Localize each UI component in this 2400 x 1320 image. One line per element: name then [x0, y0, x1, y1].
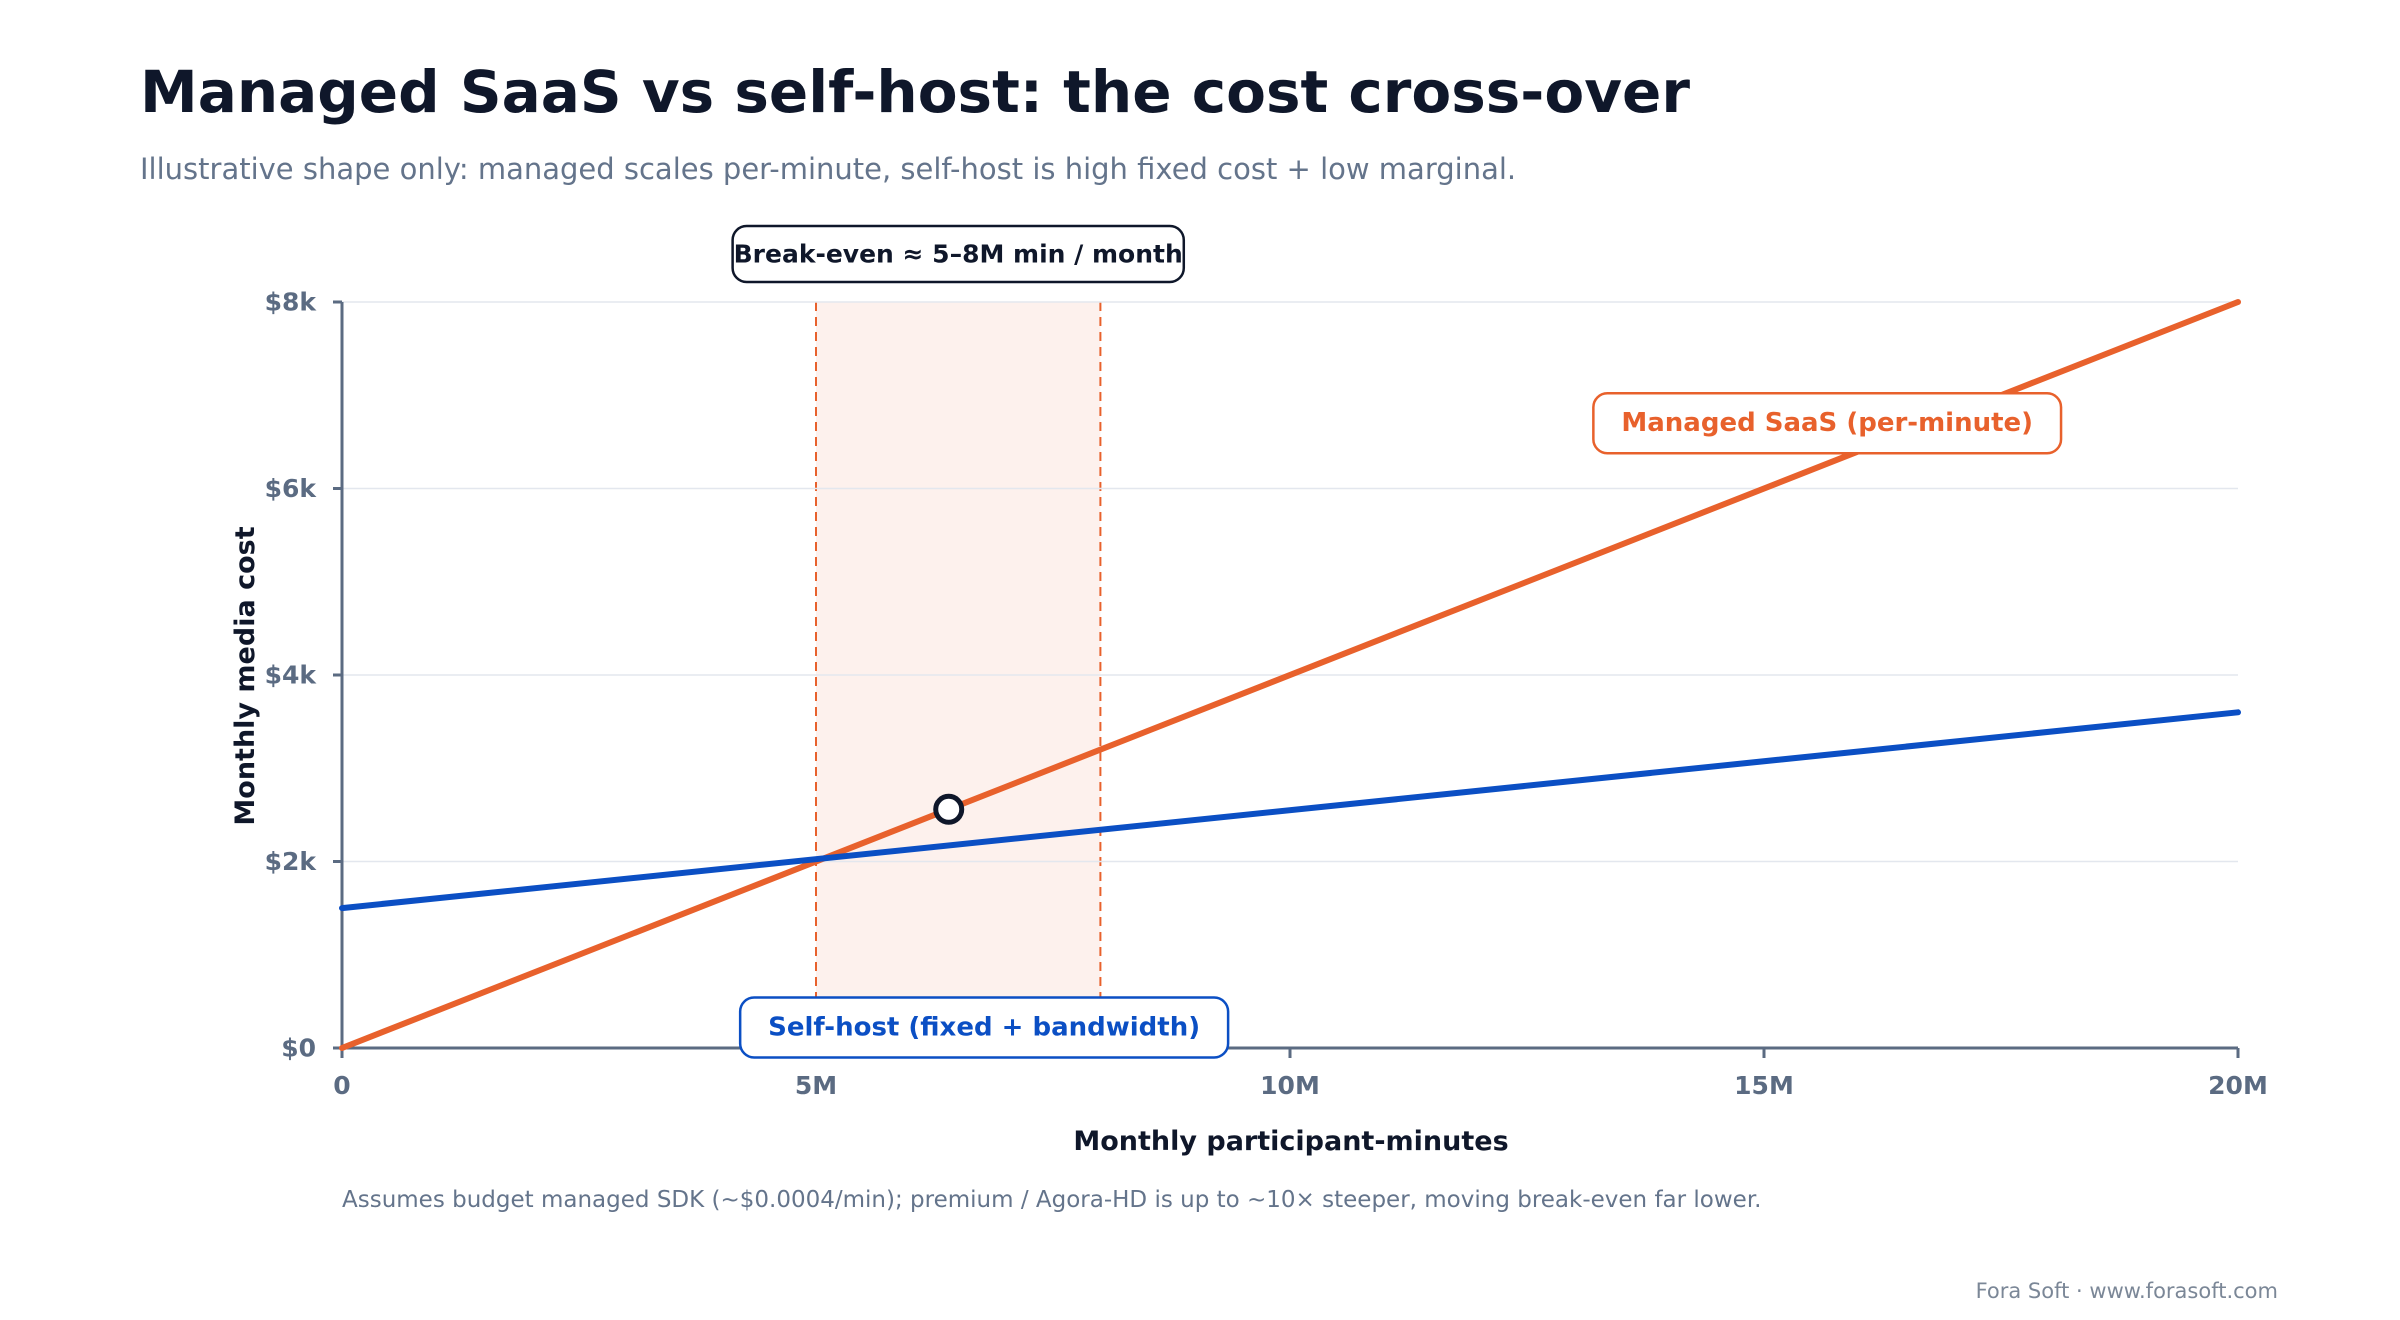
footer-credit: Fora Soft · www.forasoft.com — [1976, 1279, 2278, 1303]
axes: $0 $2k $4k $6k $8k 0 5M 10M 15M 20M — [265, 288, 2268, 1101]
managed-saas-label: Managed SaaS (per-minute) — [1592, 391, 2063, 455]
y-tick-label-2: $4k — [265, 661, 318, 690]
x-tick-label-0: 0 — [333, 1071, 350, 1100]
managed-saas-label-box — [1592, 391, 2063, 455]
break-even-marker — [933, 793, 965, 825]
break-even-label: Break-even ≈ 5–8M min / month — [731, 224, 1186, 284]
break-even-label-box — [731, 224, 1186, 284]
y-tick-label-4: $8k — [265, 288, 318, 317]
annotations: Break-even ≈ 5–8M min / month Managed Saa… — [731, 224, 2063, 1059]
y-tick-label-3: $6k — [265, 474, 318, 503]
x-tick-label-3: 15M — [1734, 1071, 1794, 1100]
self-host-label: Self-host (fixed + bandwidth) — [738, 996, 1230, 1059]
gridlines — [342, 301, 2238, 863]
self-host-label-text: Self-host (fixed + bandwidth) — [768, 1012, 1200, 1042]
x-tick-label-1: 5M — [795, 1071, 837, 1100]
x-tick-label-2: 10M — [1260, 1071, 1320, 1100]
y-tick-label-1: $2k — [265, 847, 318, 876]
self-host-line — [339, 709, 2241, 912]
footnote: Assumes budget managed SDK (~$0.0004/min… — [342, 1187, 1762, 1213]
managed-saas-label-text: Managed SaaS (per-minute) — [1621, 408, 2033, 438]
self-host-label-box — [738, 996, 1230, 1059]
y-axis-label: Monthly media cost — [230, 526, 261, 825]
y-tick-label-0: $0 — [281, 1034, 316, 1063]
chart-title: Managed SaaS vs self-host: the cost cros… — [140, 58, 1690, 126]
chart-subtitle: Illustrative shape only: managed scales … — [140, 152, 1517, 186]
x-axis-label: Monthly participant-minutes — [1073, 1126, 1508, 1157]
x-tick-label-4: 20M — [2208, 1071, 2268, 1100]
break-even-label-text: Break-even ≈ 5–8M min / month — [734, 240, 1183, 269]
